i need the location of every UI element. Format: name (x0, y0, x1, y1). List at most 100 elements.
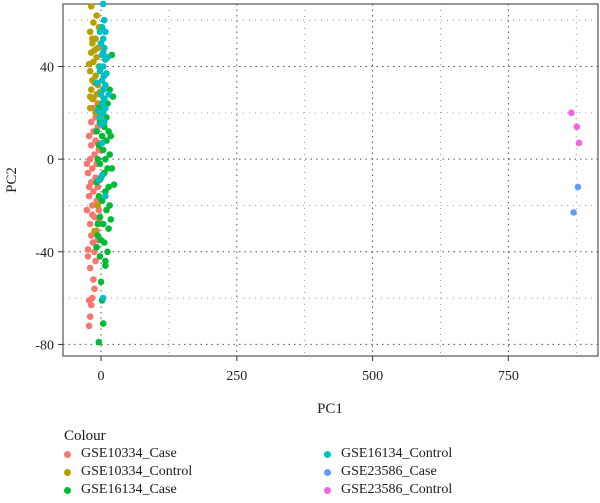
point-GSE10334_Case (83, 206, 91, 214)
point-GSE10334_Case (89, 165, 96, 172)
point-GSE16134_Control (100, 16, 108, 24)
point-GSE23586_Control (575, 139, 583, 147)
legend-item: GSE23586_Case (324, 463, 437, 481)
legend-label: GSE10334_Control (81, 464, 193, 479)
point-GSE10334_Control (86, 28, 94, 36)
point-GSE16134_Case (97, 278, 105, 286)
point-GSE10334_Control (86, 67, 94, 75)
point-GSE16134_Case (102, 188, 109, 195)
legend-label: GSE16134_Case (81, 482, 177, 497)
x-tick-label: 250 (226, 369, 247, 384)
point-GSE16134_Control (97, 121, 105, 128)
point-GSE16134_Case (102, 257, 109, 265)
y-tick-label: -80 (35, 338, 54, 353)
point-GSE16134_Control (94, 107, 102, 114)
point-GSE10334_Control (90, 19, 97, 26)
point-GSE16134_Control (96, 114, 104, 121)
point-GSE23586_Control (568, 109, 575, 117)
point-GSE16134_Case (105, 183, 112, 191)
point-GSE10334_Control (87, 86, 95, 93)
legend-title: Colour (64, 428, 106, 444)
point-GSE16134_Control (98, 172, 106, 179)
legend-label: GSE10334_Case (81, 446, 177, 461)
point-GSE16134_Case (110, 181, 118, 188)
point-GSE16134_Case (98, 132, 106, 140)
point-GSE10334_Control (91, 227, 98, 235)
point-GSE10334_Case (92, 257, 99, 265)
point-GSE16134_Case (95, 192, 103, 200)
point-GSE16134_Case (99, 146, 107, 154)
point-GSE23586_Case (570, 209, 577, 216)
point-GSE16134_Control (102, 28, 109, 36)
point-GSE10334_Case (91, 151, 98, 158)
point-GSE16134_Case (104, 248, 111, 256)
point-GSE16134_Control (96, 28, 104, 36)
point-GSE16134_Control (99, 49, 107, 56)
point-GSE16134_Case (97, 236, 105, 244)
point-GSE10334_Case (85, 192, 93, 200)
point-GSE10334_Case (84, 246, 92, 253)
point-GSE10334_Case (86, 220, 94, 228)
point-GSE16134_Case (93, 128, 100, 135)
legend-key (64, 450, 71, 458)
point-GSE10334_Case (85, 322, 93, 330)
point-GSE16134_Control (103, 70, 110, 77)
legend-key (324, 468, 331, 476)
point-GSE10334_Control (86, 93, 94, 100)
point-GSE16134_Control (104, 53, 111, 61)
point-GSE10334_Case (89, 202, 96, 209)
point-GSE23586_Case (574, 183, 582, 191)
point-GSE16134_Case (107, 132, 115, 140)
legend-item: GSE16134_Case (64, 481, 177, 499)
point-GSE10334_Control (85, 60, 93, 68)
point-GSE16134_Control (98, 77, 106, 84)
legend-item: GSE10334_Case (64, 445, 177, 463)
point-GSE16134_Case (96, 253, 104, 260)
point-GSE16134_Case (93, 243, 100, 251)
legend-key (324, 450, 331, 458)
axes: 0 250 500 750 -80 -40 0 40 (35, 61, 519, 384)
point-GSE10334_Control (91, 47, 98, 54)
legend-key (64, 468, 71, 476)
point-GSE16134_Control (96, 63, 104, 70)
x-tick-label: 500 (362, 369, 383, 384)
point-GSE16134_Control (96, 67, 104, 75)
point-GSE16134_Case (99, 320, 107, 327)
point-GSE10334_Case (90, 276, 97, 283)
point-GSE10334_Case (87, 118, 95, 126)
legend: Colour GSE10334_Case GSE10334_Control GSE1… (64, 428, 584, 500)
point-GSE10334_Case (89, 239, 97, 246)
point-GSE16134_Control (99, 294, 107, 302)
point-GSE16134_Case (106, 202, 114, 209)
point-GSE10334_Case (84, 169, 92, 177)
point-GSE16134_Control (99, 0, 107, 8)
point-GSE10334_Case (83, 160, 91, 168)
point-GSE16134_Case (108, 165, 116, 172)
point-GSE10334_Control (93, 12, 100, 19)
point-GSE16134_Case (95, 338, 103, 346)
point-GSE16134_Control (97, 91, 105, 98)
point-GSE10334_Case (91, 285, 98, 293)
point-GSE16134_Control (102, 192, 109, 200)
legend-item: GSE16134_Control (324, 445, 452, 463)
point-GSE10334_Control (94, 202, 102, 209)
point-GSE10334_Control (89, 40, 96, 47)
point-GSE16134_Case (99, 220, 107, 228)
x-axis-label: PC1 (317, 401, 343, 417)
point-GSE16134_Control (105, 91, 112, 98)
point-GSE16134_Control (98, 139, 106, 147)
legend-key (64, 486, 71, 494)
point-GSE16134_Case (96, 213, 104, 221)
point-GSE10334_Case (85, 132, 93, 140)
legend-label: GSE23586_Case (341, 464, 437, 479)
plot-panel (62, 3, 599, 357)
point-GSE10334_Control (87, 3, 95, 10)
point-GSE16134_Case (102, 262, 109, 269)
point-GSE16134_Case (94, 155, 102, 163)
point-GSE10334_Case (87, 141, 95, 149)
point-GSE10334_Case (84, 253, 92, 260)
point-GSE16134_Case (105, 225, 112, 232)
point-GSE10334_Case (89, 211, 96, 219)
legend-item: GSE10334_Control (64, 463, 192, 481)
